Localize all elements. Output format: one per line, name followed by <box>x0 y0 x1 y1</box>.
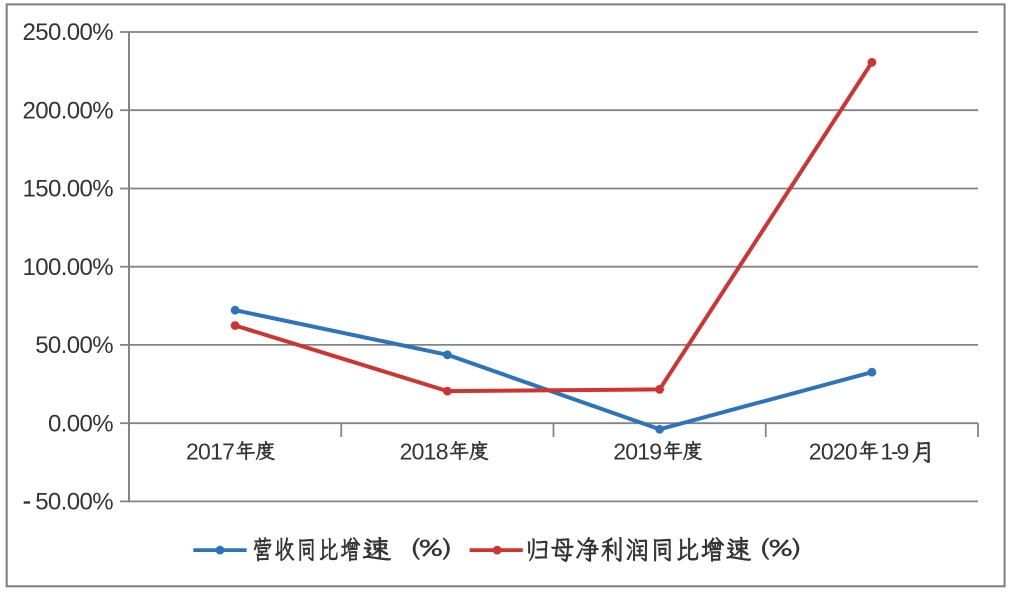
svg-text:50.00%: 50.00% <box>35 332 113 359</box>
svg-text:250.00%: 250.00% <box>22 19 113 46</box>
svg-text:0.00%: 0.00% <box>48 410 113 437</box>
svg-text:200.00%: 200.00% <box>22 97 113 124</box>
svg-text:150.00%: 150.00% <box>22 176 113 203</box>
svg-text:50.00%: 50.00% <box>35 489 113 516</box>
svg-text:2017: 2017 <box>186 438 234 464</box>
svg-text:1-9: 1-9 <box>880 438 908 464</box>
svg-text:2018: 2018 <box>400 438 448 464</box>
svg-text:100.00%: 100.00% <box>22 254 113 281</box>
svg-text:2019: 2019 <box>613 438 661 464</box>
svg-text:2020: 2020 <box>809 438 857 464</box>
